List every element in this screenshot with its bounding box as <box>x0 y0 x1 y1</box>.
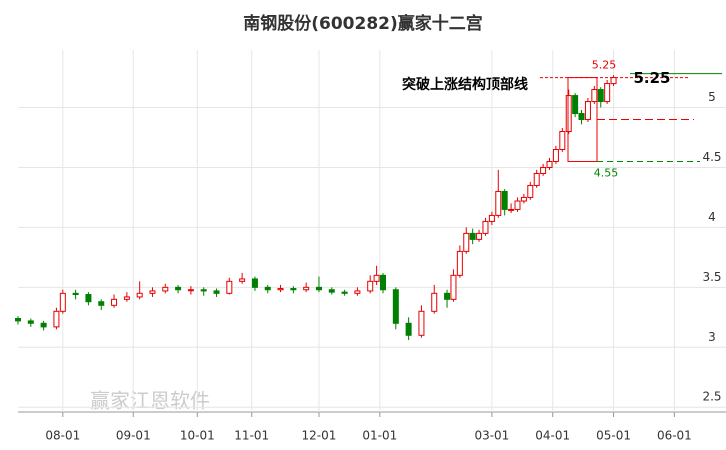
candle-body <box>565 95 572 133</box>
candle-body <box>405 322 412 336</box>
y-tick-label: 4.5 <box>702 150 721 164</box>
candle-body <box>59 292 66 312</box>
candle-body <box>559 131 566 150</box>
candle-body <box>328 289 335 293</box>
candle-body <box>111 298 118 306</box>
candle-body <box>149 290 156 294</box>
candle-body <box>373 274 380 282</box>
candle-body <box>508 208 515 211</box>
candle-body <box>450 274 457 300</box>
candle-body <box>315 286 322 291</box>
candle-body <box>514 200 521 210</box>
candle-body <box>251 278 258 288</box>
candle-body <box>27 320 34 324</box>
candle-body <box>200 289 207 292</box>
candle-body <box>136 292 143 298</box>
candle-body <box>520 196 527 202</box>
x-tick-label: 12-01 <box>302 429 337 443</box>
candle-body <box>392 289 399 324</box>
x-tick-label: 11-01 <box>234 429 269 443</box>
candle-body <box>354 290 361 294</box>
candle-body <box>213 290 220 294</box>
candle-body <box>98 301 105 306</box>
x-tick-label: 08-01 <box>45 429 80 443</box>
annotation: 突破上涨结构顶部线 <box>402 76 528 93</box>
candle-body <box>239 278 246 282</box>
y-tick-label: 3 <box>708 330 716 344</box>
candle-body <box>53 310 60 328</box>
candle-body <box>482 220 489 234</box>
candle-body <box>162 286 169 292</box>
candle-body <box>226 280 233 294</box>
x-tick-label: 03-01 <box>474 429 509 443</box>
candle-body <box>591 89 598 103</box>
candle-body <box>40 322 47 328</box>
candle-body <box>418 310 425 336</box>
last-price-label: 5.25 <box>633 69 670 87</box>
x-tick-label: 10-01 <box>180 429 215 443</box>
y-tick-label: 4 <box>708 210 716 224</box>
candle-body <box>290 288 297 291</box>
candle-body <box>572 95 579 115</box>
candle-body <box>578 113 585 121</box>
x-tick-label: 04-01 <box>535 429 570 443</box>
candle-body <box>367 280 374 292</box>
candle-body <box>540 166 547 174</box>
candle-body <box>476 232 483 240</box>
candle-body <box>604 83 611 103</box>
candle-body <box>495 190 502 216</box>
candle-body <box>584 101 591 121</box>
candle-body <box>527 184 534 198</box>
candle-body <box>533 172 540 186</box>
x-tick-label: 06-01 <box>657 429 692 443</box>
chart-title: 南钢股份(600282)赢家十二宫 <box>243 13 483 34</box>
candle-body <box>123 296 130 300</box>
watermark: 赢家江恩软件 <box>90 389 210 413</box>
x-tick-label: 01-01 <box>362 429 397 443</box>
y-tick-label: 5 <box>708 90 716 104</box>
candle-body <box>444 292 451 300</box>
candle-body <box>463 232 470 252</box>
x-tick-label: 09-01 <box>116 429 151 443</box>
candle-body <box>552 148 559 162</box>
candle-body <box>15 318 21 322</box>
candle-body <box>456 250 463 276</box>
candle-body <box>380 274 387 291</box>
candle-body <box>488 214 495 222</box>
candle-body <box>341 291 348 294</box>
candle-body <box>546 160 553 168</box>
bottom-level-label: 4.55 <box>594 166 619 179</box>
candle-body <box>610 77 617 85</box>
candle-body <box>187 289 194 292</box>
candle-body <box>264 286 271 291</box>
candle-body <box>597 89 604 103</box>
candle-body <box>303 286 310 291</box>
y-tick-label: 3.5 <box>702 270 721 284</box>
y-tick-label: 2.5 <box>702 390 721 404</box>
candle-body <box>72 292 79 296</box>
candle-body <box>277 288 284 291</box>
candle-body <box>175 286 182 291</box>
candle-body <box>431 292 438 312</box>
x-tick-label: 05-01 <box>596 429 631 443</box>
top-level-label: 5.25 <box>592 59 617 72</box>
candle-body <box>469 232 476 240</box>
candle-body <box>501 190 508 210</box>
candle-body <box>85 294 92 303</box>
